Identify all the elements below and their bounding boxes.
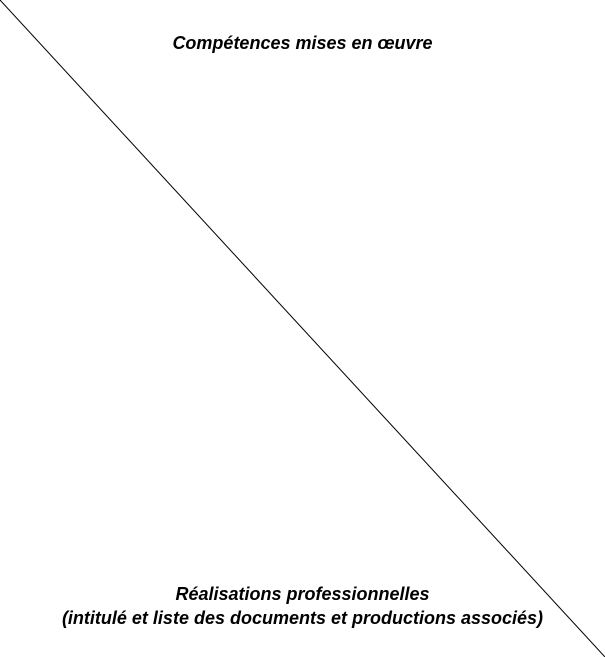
column-header-competences: Compétences mises en œuvre <box>172 33 433 53</box>
row-header-title: Réalisations professionnelles <box>175 584 430 604</box>
row-header-subtitle: (intitulé et liste des documents et prod… <box>61 608 544 628</box>
row-header-realisations: Réalisations professionnelles (intitulé … <box>0 582 605 630</box>
